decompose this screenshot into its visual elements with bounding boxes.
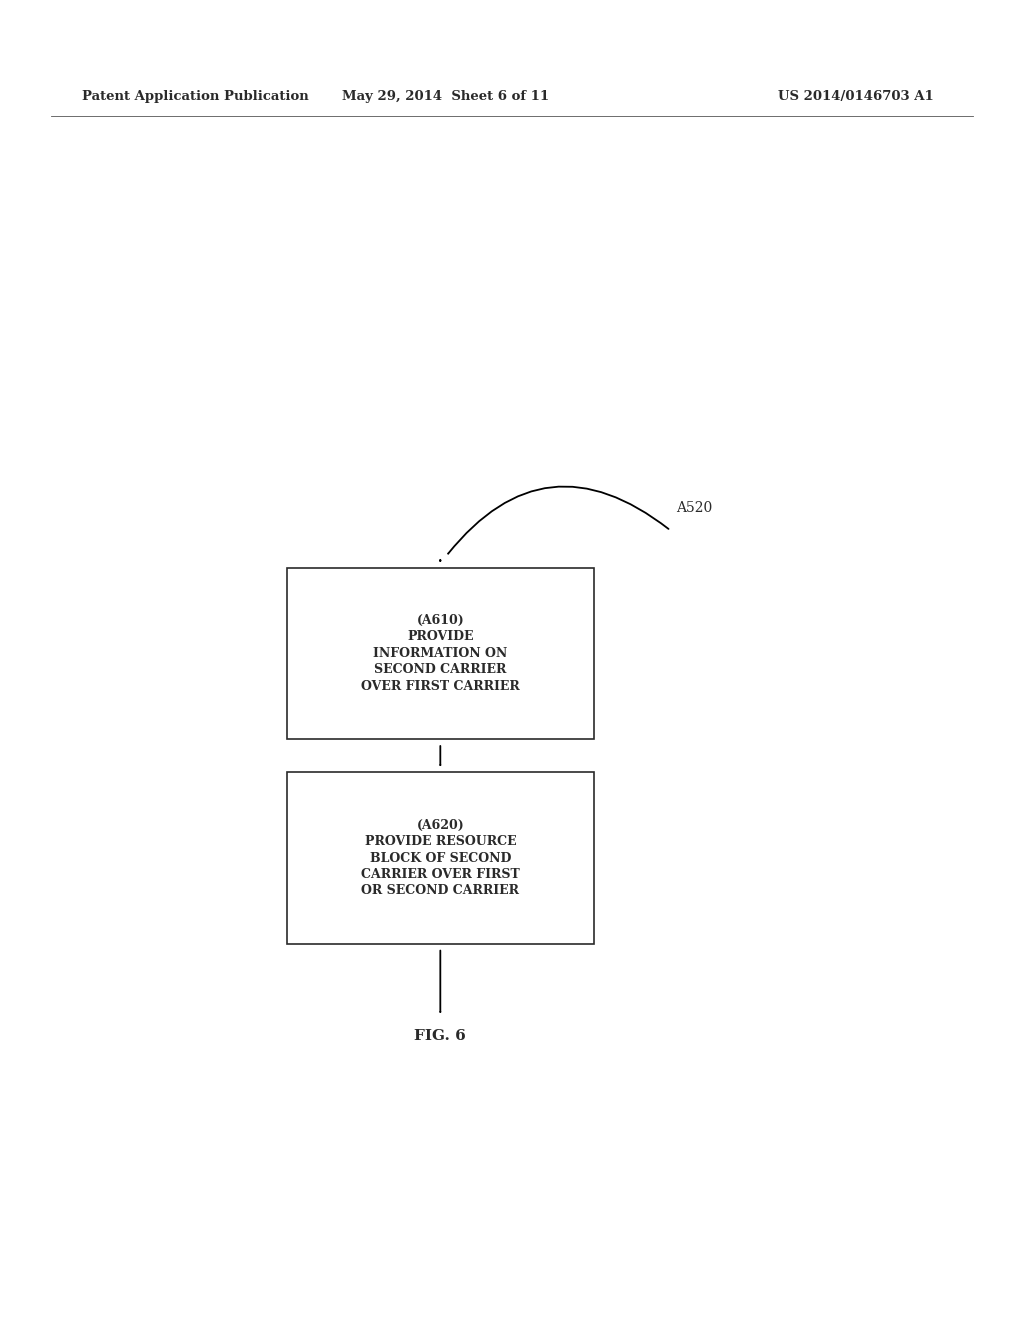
- Bar: [287, 568, 594, 739]
- Text: (A620)
PROVIDE RESOURCE
BLOCK OF SECOND
CARRIER OVER FIRST
OR SECOND CARRIER: (A620) PROVIDE RESOURCE BLOCK OF SECOND …: [360, 818, 520, 898]
- Text: Patent Application Publication: Patent Application Publication: [82, 90, 308, 103]
- Text: US 2014/0146703 A1: US 2014/0146703 A1: [778, 90, 934, 103]
- FancyArrowPatch shape: [449, 487, 669, 553]
- Text: May 29, 2014  Sheet 6 of 11: May 29, 2014 Sheet 6 of 11: [342, 90, 549, 103]
- Text: (A610)
PROVIDE
INFORMATION ON
SECOND CARRIER
OVER FIRST CARRIER: (A610) PROVIDE INFORMATION ON SECOND CAR…: [360, 614, 520, 693]
- Bar: [287, 772, 594, 944]
- Text: A520: A520: [676, 502, 712, 515]
- Text: FIG. 6: FIG. 6: [415, 1030, 466, 1043]
